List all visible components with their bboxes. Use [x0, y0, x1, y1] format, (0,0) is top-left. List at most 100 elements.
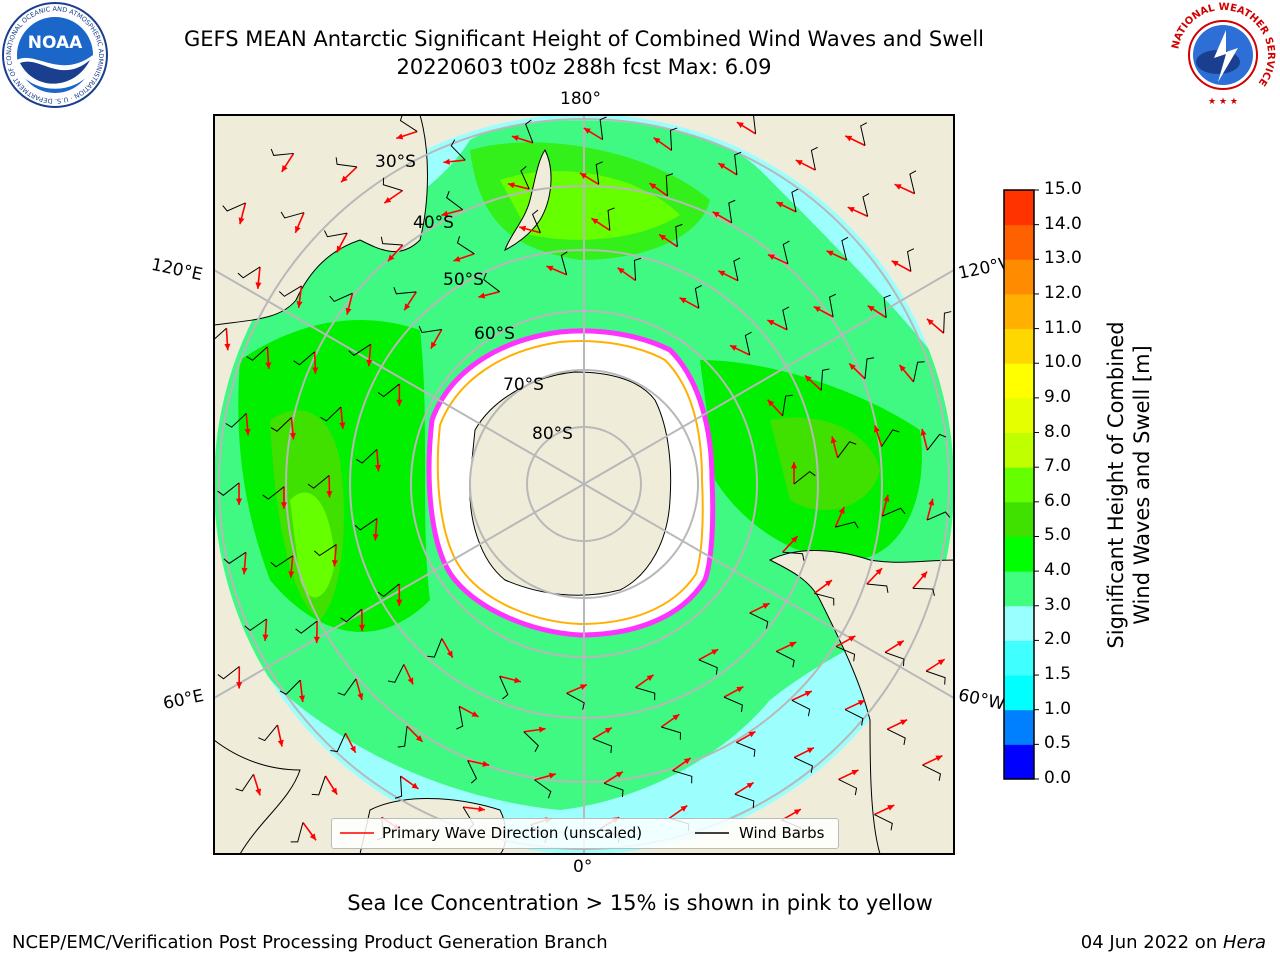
- colorbar-segment: [1004, 293, 1034, 330]
- wind-barb: [295, 620, 318, 634]
- wave-direction-arrowhead: [407, 677, 414, 685]
- wind-barb: [382, 177, 403, 192]
- wave-direction-arrowhead: [899, 364, 906, 372]
- wind-barb: [793, 470, 816, 485]
- wave-direction-arrowhead: [341, 175, 348, 183]
- wind-barb: [244, 618, 267, 632]
- wave-direction-arrowhead: [326, 491, 333, 498]
- colorbar-segment: [1004, 363, 1034, 399]
- wave-direction-arrowhead: [847, 207, 855, 213]
- wave-direction-arrowhead: [511, 135, 519, 142]
- wind-barbs-legend-line: [695, 832, 729, 834]
- wind-barb: [456, 706, 464, 730]
- wind-barb: [217, 482, 240, 496]
- wave-direction-arrowhead: [838, 507, 845, 514]
- wave-direction-arrowhead: [415, 735, 423, 742]
- wave-direction-arrowhead: [935, 755, 943, 762]
- wind-barb: [672, 770, 693, 784]
- wave-direction-arrowhead: [920, 428, 927, 436]
- wind-barb: [844, 709, 864, 726]
- wind-barb: [828, 293, 837, 317]
- wave-direction-arrowhead: [920, 571, 928, 579]
- wind-barb: [531, 209, 541, 233]
- wave-direction-arrowhead: [718, 163, 726, 170]
- colorbar-segment: [1004, 224, 1034, 260]
- wave-direction-arrowhead: [312, 367, 319, 374]
- footer-machine: Hera: [1222, 932, 1266, 953]
- wind-barb: [467, 760, 478, 784]
- wave-direction-arrowhead: [396, 599, 403, 606]
- wave-direction-arrowhead: [255, 282, 262, 289]
- wind-barb: [782, 306, 790, 330]
- wave-direction-arrowhead: [851, 769, 859, 776]
- wind-barb: [814, 592, 835, 606]
- wave-direction-arrowhead: [646, 674, 654, 681]
- wind-barb: [752, 115, 757, 134]
- wind-barb: [335, 157, 357, 168]
- wave-direction-arrowhead: [736, 686, 744, 693]
- wave-direction-arrowhead: [478, 292, 486, 299]
- wave-direction-arrowhead: [679, 297, 687, 304]
- wave-direction-arrowhead: [789, 642, 797, 648]
- noaa-logo: NATIONAL OCEANIC AND ATMOSPHERIC ADMINIS…: [0, 0, 108, 108]
- colorbar-segment: [1004, 259, 1034, 295]
- wave-direction-arrowhead: [825, 580, 832, 587]
- colorbar-tick-label: 2.0: [1044, 629, 1072, 650]
- wave-direction-arrowhead: [887, 805, 895, 811]
- colorbar-tick-label: 0.5: [1044, 733, 1072, 754]
- colorbar-title: Significant Height of Combined Wind Wave…: [1103, 321, 1155, 648]
- map-legend: Primary Wave Direction (unscaled) Wind B…: [331, 818, 839, 849]
- wave-direction-arrowhead: [514, 677, 521, 684]
- wind-barb: [744, 331, 752, 356]
- nws-logo: NATIONAL WEATHER SERVICE ★ ★ ★: [1170, 2, 1276, 107]
- colorbar-tick-label: 4.0: [1044, 560, 1072, 581]
- colorbar-segment: [1004, 744, 1034, 780]
- wave-direction-arrowhead: [384, 196, 392, 204]
- wave-direction-arrowhead: [538, 726, 546, 733]
- wave-direction-arrowhead: [295, 225, 301, 233]
- wind-barb: [258, 724, 278, 742]
- wave-direction-arrowhead: [867, 305, 875, 312]
- wave-direction-arrowhead: [813, 306, 821, 313]
- wave-direction-arrowhead: [653, 137, 661, 144]
- wave-direction-arrowhead: [366, 359, 373, 367]
- wind-barb: [633, 257, 642, 281]
- wind-barb: [222, 202, 246, 212]
- wind-barb: [943, 311, 952, 334]
- wind-barb: [534, 779, 552, 799]
- wave-direction-arrowhead: [478, 805, 485, 813]
- wind-barb: [733, 257, 741, 281]
- colorbar-tick-label: 13.0: [1044, 248, 1082, 269]
- wave-direction-arrowhead: [729, 345, 737, 351]
- wave-direction-arrowhead: [617, 267, 625, 274]
- wind-barb: [397, 726, 408, 748]
- wave-direction-arrowhead: [441, 210, 449, 217]
- wave-direction-arrowhead: [471, 711, 479, 717]
- wave-direction-arrowhead: [430, 341, 437, 349]
- noaa-logo-text: NOAA: [28, 33, 83, 53]
- wave-direction-arrowhead: [849, 363, 856, 371]
- colorbar-tick-label: 5.0: [1044, 525, 1072, 546]
- lat-label-60s: 60°S: [474, 324, 515, 344]
- wind-barb: [603, 782, 624, 798]
- colorbar-tick-label: 10.0: [1044, 352, 1082, 373]
- wave-direction-arrowhead: [711, 649, 719, 656]
- wind-barb: [694, 285, 702, 309]
- wind-barb: [311, 775, 326, 796]
- wave-direction-arrowhead: [680, 805, 688, 812]
- lat-label-70s: 70°S: [503, 375, 544, 395]
- wave-direction-arrowhead: [583, 128, 591, 134]
- wave-direction-arrowhead: [579, 172, 587, 179]
- wind-barb: [862, 193, 870, 217]
- wave-direction-arrowhead: [791, 536, 798, 543]
- wind-barb: [926, 433, 947, 451]
- wave-direction-arrowhead: [894, 184, 902, 190]
- wind-barb: [499, 676, 509, 700]
- wind-barb: [223, 551, 247, 565]
- wind-barb: [337, 678, 357, 696]
- wave-direction-arrowhead: [736, 122, 744, 129]
- wind-barb: [820, 368, 830, 391]
- wind-barb: [377, 383, 400, 398]
- wind-barb: [329, 292, 353, 303]
